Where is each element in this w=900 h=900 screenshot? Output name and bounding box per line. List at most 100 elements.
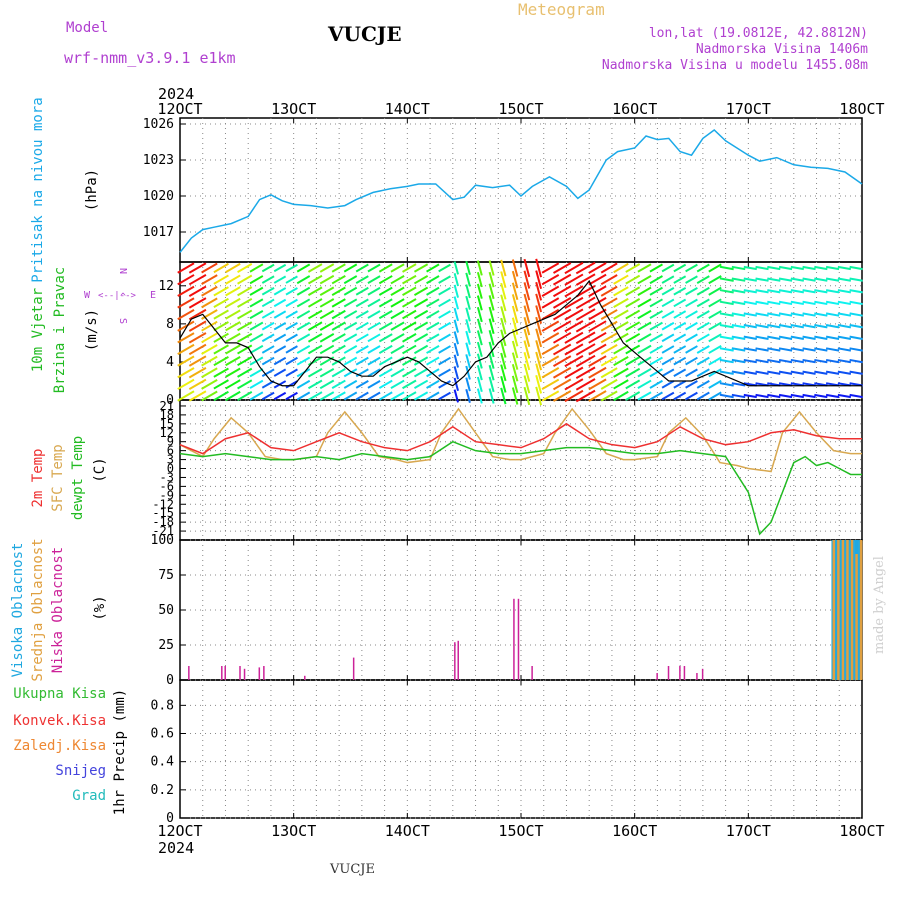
wind-barb	[685, 275, 698, 284]
wind-barb	[541, 390, 560, 402]
wind-barb	[438, 310, 451, 319]
y-tick-label: -15	[152, 506, 174, 520]
wind-barb	[552, 343, 572, 356]
wind-barb	[814, 312, 828, 317]
wind-barb	[355, 286, 369, 296]
wind-barb	[649, 391, 663, 401]
wind-barb	[500, 294, 507, 312]
wind-barb	[201, 309, 218, 320]
compass-w: W	[84, 290, 91, 301]
cloud-bar-low_cloud	[679, 666, 681, 680]
wind-barb	[790, 335, 805, 340]
wind-barb	[541, 285, 560, 297]
wind-barb	[849, 277, 863, 282]
wind-barb	[331, 309, 346, 320]
wind-barb	[588, 285, 607, 298]
wind-barb	[390, 379, 405, 390]
wind-barb	[600, 285, 618, 297]
wind-barb	[188, 262, 207, 274]
wind-barb	[552, 355, 572, 367]
wind-barb	[390, 391, 405, 401]
wind-barb	[390, 298, 405, 308]
wind-barb	[685, 333, 698, 343]
wind-barb	[331, 379, 346, 390]
wind-barb	[453, 319, 460, 333]
wind-barb	[696, 333, 710, 343]
wind-barb	[237, 367, 253, 378]
wind-barb	[390, 274, 405, 285]
wind-barb	[731, 347, 746, 352]
wind-barb	[696, 345, 710, 354]
wind-barb	[719, 358, 734, 364]
wind-barb	[237, 286, 253, 297]
wind-barb	[225, 262, 241, 274]
wind-barb	[273, 322, 287, 331]
wind-barb	[367, 368, 381, 378]
wind-speed-line	[179, 279, 862, 387]
pressure-ylabel: Pritisak na nivou mora	[30, 97, 46, 282]
wind-barb	[465, 319, 471, 334]
wind-barb	[465, 284, 471, 299]
wind-barb	[673, 356, 687, 366]
wind-barb	[343, 333, 358, 343]
wind-barb	[719, 335, 734, 341]
wind-barb	[249, 309, 264, 320]
wind-barb	[261, 345, 275, 354]
wind-barb	[237, 344, 253, 355]
wind-barb	[426, 368, 440, 378]
wind-barb	[541, 320, 560, 332]
wind-barb	[814, 358, 828, 364]
wind-barb	[755, 335, 769, 340]
wind-barb	[613, 379, 629, 390]
wind-barb	[453, 377, 460, 391]
wind-barb	[438, 287, 451, 296]
wind-barb	[237, 274, 253, 285]
wind-barb	[685, 310, 698, 319]
wind-barb	[535, 281, 543, 301]
wind-barb	[575, 319, 596, 333]
wind-barb	[177, 320, 195, 332]
wind-barb	[453, 366, 460, 380]
wind-barb	[438, 298, 451, 308]
wind-barb	[177, 308, 195, 321]
wind-barb	[673, 391, 687, 401]
wind-barb	[523, 328, 531, 347]
wind-barb	[319, 367, 335, 378]
wind-barb	[249, 344, 264, 355]
wind-barb	[743, 370, 757, 375]
wind-barb	[488, 341, 495, 358]
wind-barb	[285, 345, 298, 354]
wind-barb	[367, 310, 381, 319]
wind-barb	[426, 379, 440, 389]
wind-barb	[367, 356, 381, 366]
wind-barb	[825, 358, 840, 364]
wind-barb	[285, 380, 298, 389]
wind-barb	[390, 263, 405, 273]
wind-barb	[837, 277, 852, 282]
wind-barb	[237, 297, 253, 308]
wind-barb	[213, 309, 229, 320]
wind-barb	[637, 368, 652, 378]
mid-cloud-label: Srednja Oblacnost	[30, 538, 46, 681]
wind-barb	[188, 297, 207, 309]
wind-barb	[625, 298, 641, 308]
precip-unit: 1hr Precip (mm)	[112, 689, 128, 815]
wind-barb	[755, 370, 769, 375]
wind-barb	[849, 324, 863, 329]
wind-barb	[285, 263, 298, 273]
wind-barb	[696, 286, 710, 296]
wind-barb	[225, 344, 241, 355]
wind-barb	[426, 263, 440, 273]
wind-barb	[177, 297, 195, 309]
wind-barb	[719, 312, 734, 317]
wind-barb	[453, 296, 460, 310]
wind-barb	[285, 322, 298, 331]
wind-barb	[849, 393, 863, 399]
wind-barb	[319, 391, 335, 401]
wind-barb	[719, 393, 734, 399]
wind-barb	[402, 263, 417, 273]
precip-legend-1: Konvek.Kisa	[13, 713, 106, 729]
wind-barb	[402, 321, 417, 331]
wind-barb	[719, 370, 734, 375]
wind-barb	[201, 390, 218, 402]
